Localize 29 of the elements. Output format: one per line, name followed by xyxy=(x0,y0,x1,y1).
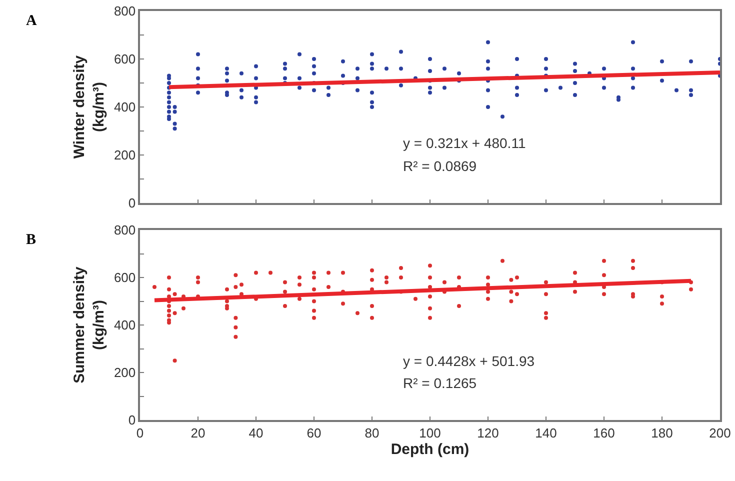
x-tick-label: 120 xyxy=(477,425,499,440)
x-tick-label: 180 xyxy=(651,425,673,440)
x-tick-label: 20 xyxy=(190,425,206,440)
y-tick-label: 800 xyxy=(114,222,136,238)
y-tick-label: 400 xyxy=(114,100,136,115)
annotation: y = 0.4428x + 501.93 xyxy=(403,353,535,369)
y-tick-label: 800 xyxy=(114,4,136,19)
y-tick-label: 200 xyxy=(114,365,136,380)
annotation: R² = 0.0869 xyxy=(403,158,477,174)
y-tick-label: 400 xyxy=(114,318,136,333)
y-tick-label: 0 xyxy=(128,196,136,211)
x-tick-label: 60 xyxy=(306,425,322,440)
annotation: y = 0.321x + 480.11 xyxy=(403,135,526,151)
x-tick-label: 40 xyxy=(248,425,264,440)
y-axis-title: Winter density (kg/m³) xyxy=(71,54,108,159)
y-tick-label: 600 xyxy=(114,270,136,286)
annotation: R² = 0.1265 xyxy=(403,375,477,391)
x-tick-label: 100 xyxy=(419,425,441,440)
chart-title: A xyxy=(26,13,37,29)
y-tick-label: 0 xyxy=(128,412,136,428)
x-axis-title: Depth (cm) xyxy=(390,440,470,458)
x-tick-label: 80 xyxy=(364,425,380,440)
x-tick-label: 200 xyxy=(709,425,731,440)
y-axis-title: Summer density (kg/m³) xyxy=(71,266,108,384)
x-tick-label: 140 xyxy=(535,425,557,440)
y-tick-label: 600 xyxy=(114,52,136,67)
y-tick-label: 200 xyxy=(114,148,136,163)
x-tick-label: 160 xyxy=(593,425,615,440)
chart-title: B xyxy=(26,232,36,248)
